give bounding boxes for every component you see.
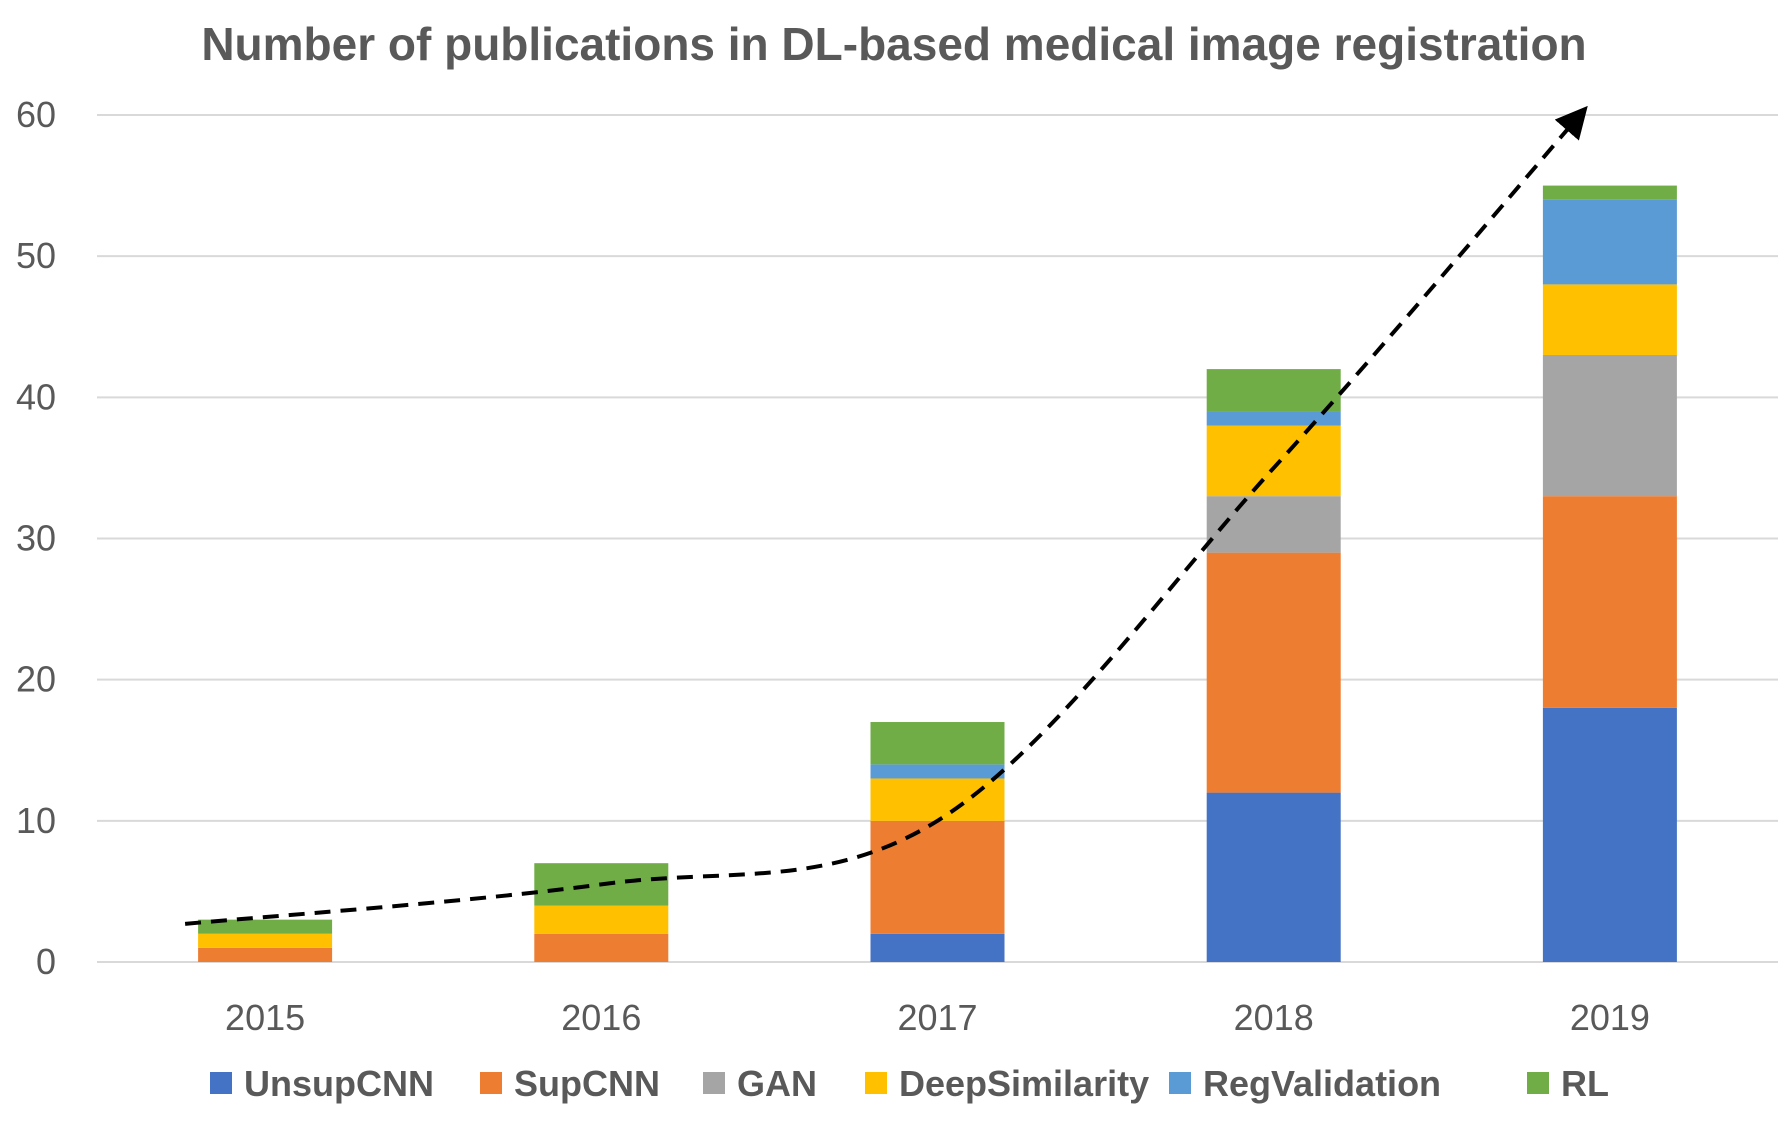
trend-arrow-line	[184, 105, 1588, 926]
y-axis-tick-labels: 0 10 20 30 40 50 60	[16, 94, 56, 982]
legend-item-supcnn: SupCNN	[480, 1063, 660, 1104]
legend-swatch	[1527, 1072, 1549, 1094]
bar-deepsimilarity-2019	[1542, 284, 1677, 355]
y-tick-label: 30	[16, 518, 56, 559]
x-tick-label: 2018	[1234, 997, 1314, 1038]
x-tick-label: 2017	[897, 997, 977, 1038]
trend-arrow	[184, 105, 1588, 926]
bar-unsupcnn-2019	[1542, 707, 1677, 962]
legend-swatch	[480, 1072, 502, 1094]
y-tick-label: 40	[16, 376, 56, 417]
bar-gan-2018	[1206, 496, 1341, 553]
legend-label: UnsupCNN	[244, 1063, 434, 1104]
bar-rl-2019	[1542, 185, 1677, 200]
legend-swatch	[865, 1072, 887, 1094]
chart-title: Number of publications in DL-based medic…	[201, 18, 1586, 70]
bar-supcnn-2016	[534, 933, 669, 962]
legend-label: RegValidation	[1203, 1063, 1441, 1104]
bar-deepsimilarity-2018	[1206, 425, 1341, 497]
legend-item-deepsimilarity: DeepSimilarity	[865, 1063, 1149, 1104]
legend: UnsupCNN SupCNN GAN DeepSimilarity RegValida…	[210, 1063, 1609, 1104]
bar-supcnn-2017	[870, 820, 1005, 934]
bar-supcnn-2015	[198, 947, 333, 962]
x-tick-label: 2019	[1570, 997, 1650, 1038]
legend-item-regvalidation: RegValidation	[1169, 1063, 1441, 1104]
bar-gan-2019	[1542, 354, 1677, 497]
x-tick-label: 2015	[225, 997, 305, 1038]
y-tick-label: 60	[16, 94, 56, 135]
legend-item-unsupcnn: UnsupCNN	[210, 1063, 434, 1104]
gridlines	[97, 114, 1778, 963]
bar-deepsimilarity-2015	[198, 933, 333, 948]
bar-deepsimilarity-2017	[870, 778, 1005, 821]
bar-deepsimilarity-2016	[534, 905, 669, 934]
legend-swatch	[1169, 1072, 1191, 1094]
y-tick-label: 10	[16, 800, 56, 841]
x-tick-label: 2016	[561, 997, 641, 1038]
bar-regvalidation-2019	[1542, 199, 1677, 285]
legend-item-gan: GAN	[703, 1063, 817, 1104]
legend-item-rl: RL	[1527, 1063, 1609, 1104]
bar-unsupcnn-2017	[870, 933, 1005, 962]
legend-swatch	[210, 1072, 232, 1094]
legend-swatch	[703, 1072, 725, 1094]
y-tick-label: 0	[36, 941, 56, 982]
bar-rl-2017	[870, 722, 1005, 765]
legend-label: DeepSimilarity	[899, 1063, 1149, 1104]
legend-label: RL	[1561, 1063, 1609, 1104]
bar-supcnn-2019	[1542, 496, 1677, 708]
bar-regvalidation-2017	[870, 764, 1005, 779]
legend-label: SupCNN	[514, 1063, 660, 1104]
y-tick-label: 50	[16, 235, 56, 276]
y-tick-label: 20	[16, 659, 56, 700]
legend-label: GAN	[737, 1063, 817, 1104]
bar-rl-2015	[198, 919, 333, 934]
bars	[198, 185, 1677, 962]
bar-regvalidation-2018	[1206, 411, 1341, 426]
bar-unsupcnn-2018	[1206, 792, 1341, 962]
bar-supcnn-2018	[1206, 552, 1341, 793]
x-axis-tick-labels: 2015 2016 2017 2018 2019	[225, 997, 1650, 1038]
bar-rl-2018	[1206, 369, 1341, 412]
